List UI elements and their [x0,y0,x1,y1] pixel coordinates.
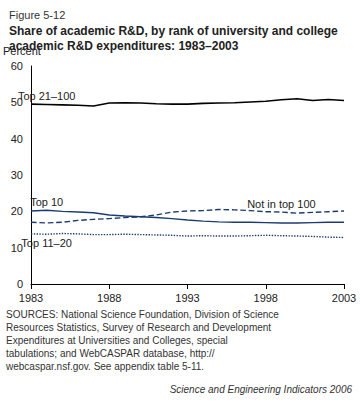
svg-text:Not in top 100: Not in top 100 [247,198,316,210]
svg-text:webcaspar.nsf.gov. See appendi: webcaspar.nsf.gov. See appendix table 5-… [5,361,204,372]
svg-text:Top 21–100: Top 21–100 [18,90,76,102]
svg-text:1993: 1993 [175,292,199,304]
svg-text:1998: 1998 [254,292,278,304]
svg-text:SOURCES: National Science Foun: SOURCES: National Science Foundation, Di… [6,309,282,320]
svg-text:60: 60 [11,60,23,72]
svg-text:Resources Statistics, Survey o: Resources Statistics, Survey of Research… [6,322,274,333]
svg-text:30: 30 [11,169,23,181]
svg-text:academic R&D expenditures: 198: academic R&D expenditures: 1983–2003 [9,39,239,53]
svg-text:0: 0 [17,278,23,290]
svg-text:Top 11–20: Top 11–20 [21,237,72,249]
svg-text:tabulations; and WebCASPAR dat: tabulations; and WebCASPAR database, htt… [6,348,215,359]
svg-text:10: 10 [10,241,23,254]
svg-text:1988: 1988 [97,292,121,304]
svg-text:Top 10: Top 10 [30,196,63,208]
svg-text:2003: 2003 [332,292,356,304]
svg-text:20: 20 [11,205,23,217]
svg-text:Figure 5-12: Figure 5-12 [9,9,65,21]
svg-text:50: 50 [10,96,23,109]
svg-text:40: 40 [11,133,23,145]
svg-text:Expenditures at Universities a: Expenditures at Universities and College… [6,335,231,346]
svg-text:1983: 1983 [19,292,43,304]
svg-text:Share of academic R&D, by rank: Share of academic R&D, by rank of univer… [9,24,341,38]
svg-text:Science and Engineering Indica: Science and Engineering Indicators 2006 [170,384,353,395]
